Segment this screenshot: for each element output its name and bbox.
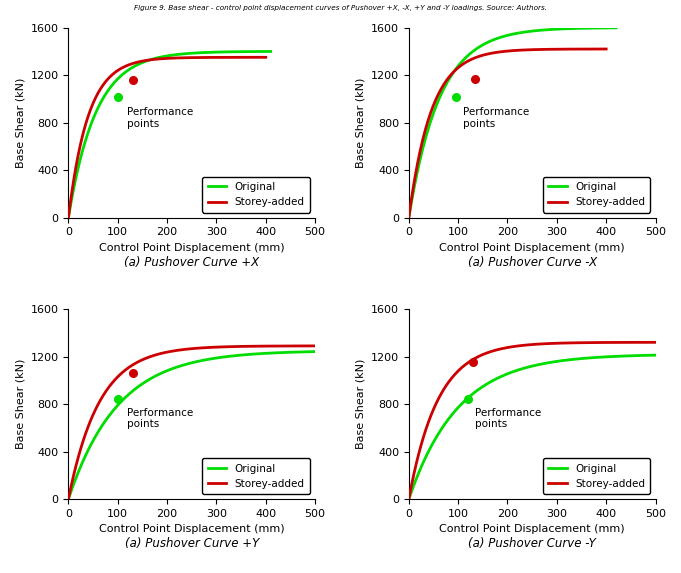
Text: (a) Pushover Curve -Y: (a) Pushover Curve -Y — [469, 537, 596, 550]
Text: Performance
points: Performance points — [463, 107, 529, 129]
Legend: Original, Storey-added: Original, Storey-added — [543, 458, 650, 494]
Legend: Original, Storey-added: Original, Storey-added — [202, 458, 310, 494]
Text: Performance
points: Performance points — [127, 107, 193, 129]
Y-axis label: Base Shear (kN): Base Shear (kN) — [355, 359, 366, 449]
Text: (a) Pushover Curve +Y: (a) Pushover Curve +Y — [125, 537, 259, 550]
Text: Performance
points: Performance points — [127, 407, 193, 429]
Legend: Original, Storey-added: Original, Storey-added — [202, 177, 310, 213]
Text: (a) Pushover Curve -X: (a) Pushover Curve -X — [468, 256, 597, 269]
Y-axis label: Base Shear (kN): Base Shear (kN) — [15, 359, 25, 449]
X-axis label: Control Point Displacement (mm): Control Point Displacement (mm) — [439, 524, 625, 535]
Legend: Original, Storey-added: Original, Storey-added — [543, 177, 650, 213]
Text: Performance
points: Performance points — [475, 407, 541, 429]
X-axis label: Control Point Displacement (mm): Control Point Displacement (mm) — [439, 243, 625, 253]
X-axis label: Control Point Displacement (mm): Control Point Displacement (mm) — [99, 524, 285, 535]
Y-axis label: Base Shear (kN): Base Shear (kN) — [355, 77, 366, 168]
Text: Figure 9. Base shear - control point displacement curves of Pushover +X, -X, +Y : Figure 9. Base shear - control point dis… — [134, 5, 547, 11]
Text: (a) Pushover Curve +X: (a) Pushover Curve +X — [124, 256, 259, 269]
X-axis label: Control Point Displacement (mm): Control Point Displacement (mm) — [99, 243, 285, 253]
Y-axis label: Base Shear (kN): Base Shear (kN) — [15, 77, 25, 168]
